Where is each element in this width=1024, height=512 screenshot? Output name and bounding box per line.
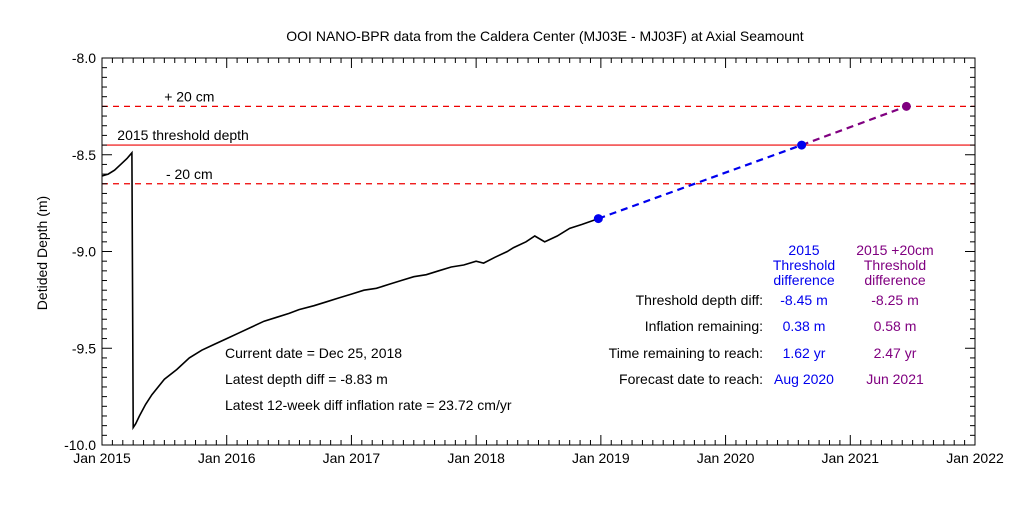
y-tick-label: -8.0 bbox=[72, 50, 96, 66]
y-tick-label: -9.5 bbox=[72, 340, 96, 356]
table-cell-value: Aug 2020 bbox=[774, 371, 834, 387]
y-tick-label: -9.0 bbox=[72, 244, 96, 260]
table-row-label: Threshold depth diff: bbox=[636, 292, 763, 308]
x-tick-label: Jan 2020 bbox=[697, 450, 755, 466]
x-tick-label: Jan 2016 bbox=[198, 450, 256, 466]
table-column-header: difference bbox=[773, 272, 834, 288]
reference-line-label: + 20 cm bbox=[164, 88, 214, 104]
table-column-header: difference bbox=[864, 272, 925, 288]
x-tick-label: Jan 2019 bbox=[572, 450, 630, 466]
x-tick-label: Jan 2022 bbox=[946, 450, 1004, 466]
chart-title: OOI NANO-BPR data from the Caldera Cente… bbox=[286, 28, 804, 44]
x-tick-label: Jan 2018 bbox=[447, 450, 505, 466]
reference-lines: + 20 cm 2015 threshold depth - 20 cm bbox=[102, 88, 975, 185]
table-cell-value: -8.25 m bbox=[871, 292, 918, 308]
reference-line-label: 2015 threshold depth bbox=[117, 127, 249, 143]
depth-series-line bbox=[101, 150, 599, 431]
x-tick-label: Jan 2021 bbox=[821, 450, 879, 466]
table-column-header: 2015 +20cm bbox=[856, 242, 933, 258]
y-axis-label: Detided Depth (m) bbox=[34, 196, 50, 310]
table-row-label: Inflation remaining: bbox=[645, 318, 763, 334]
annotations: Current date = Dec 25, 2018 Latest depth … bbox=[225, 242, 934, 413]
x-tick-label: Jan 2017 bbox=[323, 450, 381, 466]
table-column-header: Threshold bbox=[864, 257, 926, 273]
forecast-line bbox=[801, 105, 907, 147]
table-cell-value: 0.38 m bbox=[783, 318, 826, 334]
data-series bbox=[101, 101, 911, 431]
table-column-header: 2015 bbox=[788, 242, 819, 258]
table-column-header: Threshold bbox=[773, 257, 835, 273]
reference-line-label: - 20 cm bbox=[166, 166, 213, 182]
table-cell-value: Jun 2021 bbox=[866, 371, 924, 387]
current-date-text: Current date = Dec 25, 2018 bbox=[225, 345, 402, 361]
forecast-marker bbox=[593, 214, 603, 224]
forecast-marker bbox=[797, 140, 807, 150]
table-cell-value: 1.62 yr bbox=[783, 345, 826, 361]
y-tick-label: -8.5 bbox=[72, 147, 96, 163]
table-row-label: Time remaining to reach: bbox=[609, 345, 763, 361]
table-cell-value: -8.45 m bbox=[780, 292, 827, 308]
y-tick-label: -10.0 bbox=[64, 437, 96, 453]
inflation-rate-text: Latest 12-week diff inflation rate = 23.… bbox=[225, 397, 512, 413]
x-tick-label: Jan 2015 bbox=[73, 450, 131, 466]
table-cell-value: 0.58 m bbox=[874, 318, 917, 334]
axes: Jan 2015 Jan 2016 Jan 2017 Jan 2018 Jan 2019… bbox=[64, 50, 1004, 466]
latest-depth-text: Latest depth diff = -8.83 m bbox=[225, 371, 388, 387]
table-row-label: Forecast date to reach: bbox=[619, 371, 763, 387]
forecast-marker bbox=[901, 101, 911, 111]
forecast-line bbox=[597, 144, 803, 220]
table-cell-value: 2.47 yr bbox=[874, 345, 917, 361]
